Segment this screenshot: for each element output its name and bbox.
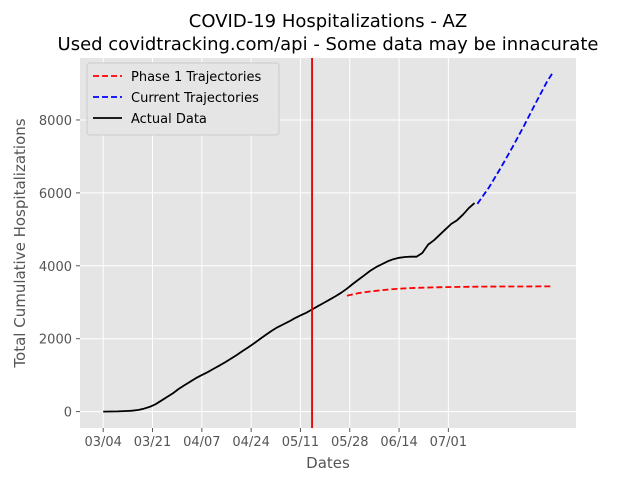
y-tick-label: 8000	[39, 114, 72, 129]
legend-label-actual: Actual Data	[131, 112, 207, 127]
y-tick-label: 4000	[39, 260, 72, 275]
chart-title: COVID-19 Hospitalizations - AZ	[189, 11, 467, 32]
legend-box	[86, 62, 280, 136]
x-tick-label: 05/28	[331, 435, 368, 450]
y-tick-label: 0	[64, 406, 72, 421]
ticks: 03/04 03/21 04/07 04/24 05/11 05/28 06/14 07/01…	[39, 114, 467, 450]
legend-label-current: Current Trajectories	[131, 91, 259, 106]
x-tick-label: 07/01	[430, 435, 467, 450]
x-tick-label: 03/21	[134, 435, 171, 450]
legend: Phase 1 Trajectories Current Trajectorie…	[86, 62, 280, 136]
phase1-trajectory-line	[346, 285, 553, 297]
x-tick-label: 04/24	[232, 435, 269, 450]
x-tick-label: 04/07	[183, 435, 220, 450]
y-axis-label: Total Cumulative Hospitalizations	[11, 118, 29, 368]
series-layer	[103, 72, 554, 413]
current-trajectory-line	[476, 72, 554, 205]
x-tick-label: 05/11	[282, 435, 319, 450]
actual-data-line	[103, 202, 476, 413]
legend-label-phase1: Phase 1 Trajectories	[131, 70, 261, 85]
y-tick-label: 6000	[39, 187, 72, 202]
x-tick-label: 06/14	[380, 435, 417, 450]
x-tick-label: 03/04	[84, 435, 121, 450]
chart-subtitle: Used covidtracking.com/api - Some data m…	[58, 34, 599, 55]
x-axis-label: Dates	[306, 454, 350, 472]
y-tick-label: 2000	[39, 333, 72, 348]
